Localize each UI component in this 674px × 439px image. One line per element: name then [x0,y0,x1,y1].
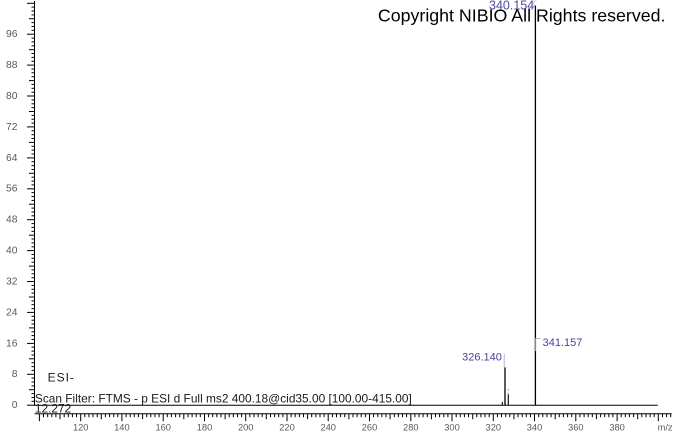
svg-text:280: 280 [403,423,419,433]
svg-text:64: 64 [6,153,18,164]
svg-text:140: 140 [114,423,130,433]
svg-text:160: 160 [155,423,171,433]
svg-text:260: 260 [362,423,378,433]
svg-text:320: 320 [486,423,502,433]
svg-text:340: 340 [527,423,543,433]
svg-text:96: 96 [6,29,18,40]
svg-text:56: 56 [6,184,18,195]
svg-text:72: 72 [6,122,18,133]
svg-text:240: 240 [320,423,336,433]
svg-text:0: 0 [12,400,18,411]
svg-text:8: 8 [12,369,18,380]
svg-text:48: 48 [6,215,18,226]
svg-text:360: 360 [568,423,584,433]
svg-text:120: 120 [73,423,89,433]
svg-text:40: 40 [6,246,18,257]
svg-text:Copyright NIBIO All Rights res: Copyright NIBIO All Rights reserved. [378,6,666,26]
svg-text:341.157: 341.157 [543,337,583,349]
svg-text:80: 80 [6,91,18,102]
svg-text:m/z: m/z [658,423,673,433]
svg-text:32: 32 [6,276,18,287]
svg-text:24: 24 [6,307,18,318]
svg-text:88: 88 [6,60,18,71]
svg-text:16: 16 [6,338,18,349]
svg-text:12.272: 12.272 [35,402,72,416]
svg-text:326.140: 326.140 [462,352,502,364]
svg-text:Scan Filter: FTMS - p ESI d Fu: Scan Filter: FTMS - p ESI d Full ms2 400… [35,392,412,406]
svg-text:180: 180 [197,423,213,433]
svg-text:220: 220 [279,423,295,433]
svg-text:380: 380 [609,423,625,433]
svg-text:300: 300 [444,423,460,433]
svg-text:ESI-: ESI- [48,370,75,384]
svg-text:200: 200 [238,423,254,433]
